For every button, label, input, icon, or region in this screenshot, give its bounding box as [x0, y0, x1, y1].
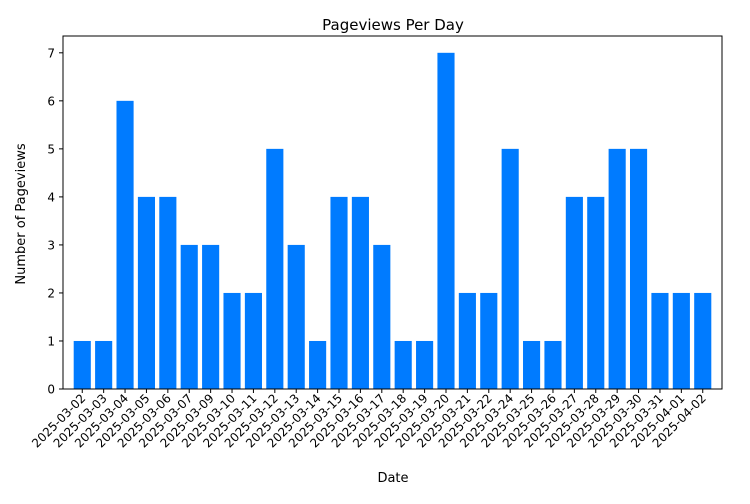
- x-axis-ticks: 2025-03-022025-03-032025-03-042025-03-05…: [29, 389, 709, 450]
- y-tick-label: 4: [47, 190, 55, 204]
- bar-2025-03-25: [523, 340, 541, 389]
- bar-2025-03-18: [394, 340, 412, 389]
- bar-2025-03-31: [651, 292, 669, 389]
- y-tick-label: 3: [47, 238, 55, 252]
- bar-2025-03-22: [480, 292, 498, 389]
- bar-2025-03-29: [608, 148, 626, 389]
- bar-2025-03-17: [373, 244, 391, 389]
- bar-2025-03-13: [287, 244, 305, 389]
- y-axis-ticks: 0 1 2 3 4 5 6 7: [47, 46, 63, 397]
- bar-2025-03-09: [202, 244, 220, 389]
- y-axis-label: Number of Pageviews: [14, 143, 29, 284]
- chart-title: Pageviews Per Day: [322, 16, 464, 34]
- bar-2025-03-24: [501, 148, 519, 389]
- bar-2025-03-14: [309, 340, 327, 389]
- y-tick-label: 6: [47, 94, 55, 108]
- y-tick-label: 5: [47, 142, 55, 156]
- bar-2025-03-05: [137, 196, 156, 389]
- bar-2025-03-07: [180, 244, 198, 389]
- bar-2025-03-03: [95, 340, 113, 389]
- bar-2025-03-19: [416, 340, 434, 389]
- bars: [73, 52, 712, 390]
- bar-2025-03-27: [565, 196, 583, 389]
- bar-2025-04-02: [694, 292, 712, 389]
- y-tick-label: 2: [47, 286, 55, 300]
- y-tick-label: 7: [47, 46, 55, 60]
- bar-2025-03-02: [73, 340, 91, 389]
- bar-2025-03-26: [544, 340, 562, 389]
- bar-2025-03-20: [437, 52, 455, 390]
- bar-2025-04-01: [672, 292, 690, 389]
- y-tick-label: 0: [47, 383, 55, 397]
- bar-2025-03-11: [244, 292, 262, 389]
- y-tick-label: 1: [47, 334, 55, 348]
- bar-2025-03-06: [159, 196, 177, 389]
- bar-2025-03-28: [587, 196, 605, 389]
- bar-2025-03-10: [223, 292, 241, 389]
- bar-2025-03-12: [266, 148, 284, 389]
- plot-frame: [62, 35, 723, 390]
- bar-2025-03-04: [116, 100, 134, 389]
- bar-2025-03-30: [629, 148, 648, 389]
- bar-2025-03-21: [458, 292, 476, 389]
- x-axis-label: Date: [377, 471, 408, 486]
- bar-2025-03-16: [351, 196, 369, 389]
- bar-2025-03-15: [330, 196, 348, 389]
